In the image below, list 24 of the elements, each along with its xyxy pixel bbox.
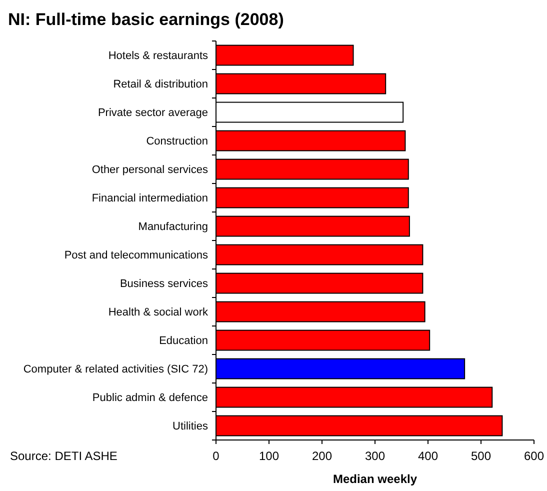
y-tick-label: Utilities [172, 420, 208, 433]
x-tick-label: 600 [524, 449, 544, 463]
y-tick-label: Construction [146, 136, 208, 148]
x-tick-label: 400 [418, 449, 438, 463]
y-tick-label: Financial intermediation [92, 192, 208, 205]
x-tick-label: 0 [212, 449, 220, 463]
y-tick-label: Public admin & defence [92, 392, 208, 404]
y-tick-label: Business services [120, 278, 208, 290]
y-tick-label: Retail & distribution [113, 78, 208, 91]
x-tick-label: 100 [258, 449, 280, 463]
x-tick-label: 200 [312, 449, 332, 463]
x-tick-label: 300 [364, 449, 386, 463]
y-tick-label: Computer & related activities (SIC 72) [23, 364, 208, 376]
y-tick-label: Manufacturing [138, 221, 208, 234]
y-tick-label: Education [159, 335, 208, 348]
source-note: Source: DETI ASHE [10, 449, 118, 463]
x-tick-label: 500 [470, 449, 492, 463]
y-tick-label: Hotels & restaurants [108, 50, 208, 62]
chart-title: NI: Full-time basic earnings (2008) [8, 10, 284, 29]
y-tick-label: Post and telecommunications [64, 250, 208, 262]
x-axis-title: Median weekly [332, 472, 418, 486]
y-tick-label: Private sector average [98, 107, 208, 120]
y-tick-label: Other personal services [92, 164, 208, 176]
y-tick-label: Health & social work [108, 306, 208, 319]
